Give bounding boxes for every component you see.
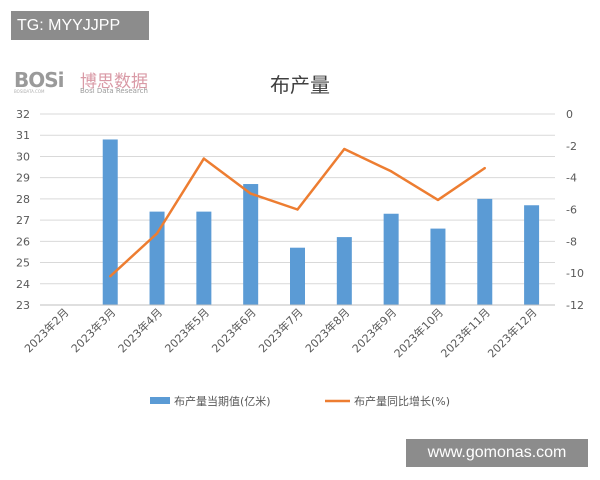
y-left-tick-label: 25 [16, 257, 30, 270]
line-point [202, 157, 206, 160]
line-point [155, 232, 159, 235]
y-right-tick-label: -12 [566, 299, 584, 312]
watermark: www.gomonas.com [406, 439, 588, 467]
y-right-tick-label: -10 [566, 267, 584, 280]
line-layer [109, 147, 486, 278]
legend-layer: 布产量当期值(亿米) 布产量同比增长(%) [150, 394, 450, 408]
axis-layer: 布产量 23 24 25 26 27 28 29 30 31 32 -12 -10 -8 -6 -4 -2 0 20… [16, 73, 584, 360]
y-left-tick-label: 31 [16, 129, 30, 142]
line-point [483, 166, 486, 170]
x-tick-label: 2023年3月 [68, 305, 118, 355]
y-right-tick-label: -4 [566, 172, 577, 185]
tg-badge: TG: MYYJJPP [11, 11, 149, 40]
y-right-tick-label: 0 [566, 108, 573, 121]
logo-en: Bosi Data Research [80, 87, 148, 95]
bar [290, 247, 305, 305]
y-left-tick-label: 24 [16, 278, 30, 291]
x-tick-label: 2023年4月 [115, 305, 165, 355]
y-right-tick-label: -6 [566, 204, 577, 217]
line-point [296, 208, 299, 211]
y-left-tick-label: 32 [16, 108, 30, 121]
bar [149, 211, 165, 305]
y-left-tick-label: 29 [16, 172, 30, 185]
legend-label-line: 布产量同比增长(%) [354, 394, 450, 408]
x-tick-label: 2023年10月 [391, 305, 446, 360]
bar [196, 211, 212, 305]
line-point [436, 198, 440, 202]
logo-cn: 博思数据 [80, 72, 148, 92]
x-tick-label: 2023年8月 [302, 305, 352, 355]
line-point [389, 170, 393, 173]
logo-mark: BOSi [14, 68, 65, 92]
x-tick-label: 2023年5月 [162, 305, 212, 355]
bar [524, 205, 540, 305]
x-tick-label: 2023年11月 [438, 305, 493, 360]
x-tick-label: 2023年7月 [255, 305, 305, 355]
x-tick-label: 2023年12月 [485, 305, 540, 360]
logo-sub: BOSIDATA.COM [14, 89, 45, 94]
bar-layer [102, 139, 540, 305]
y-left-tick-label: 30 [16, 150, 30, 163]
y-left-tick-label: 28 [16, 193, 30, 206]
bar [477, 198, 493, 305]
line-point [343, 147, 346, 151]
y-right-tick-label: -2 [566, 140, 577, 153]
y-left-tick-label: 26 [16, 235, 30, 248]
bar [243, 184, 259, 305]
bar [336, 237, 352, 305]
legend-swatch-bar [150, 397, 170, 404]
bar [102, 139, 118, 305]
legend-label-bar: 布产量当期值(亿米) [174, 394, 271, 408]
line-point [249, 192, 252, 195]
bar [430, 228, 446, 305]
line-point [109, 275, 112, 278]
x-tick-label: 2023年9月 [349, 305, 399, 355]
x-tick-label: 2023年2月 [21, 305, 71, 355]
bar [383, 213, 399, 305]
y-right-tick-label: -8 [566, 235, 577, 248]
x-tick-label: 2023年6月 [209, 305, 259, 355]
chart-title: 布产量 [270, 73, 330, 97]
y-left-tick-label: 27 [16, 214, 30, 227]
y-left-tick-label: 23 [16, 299, 30, 312]
